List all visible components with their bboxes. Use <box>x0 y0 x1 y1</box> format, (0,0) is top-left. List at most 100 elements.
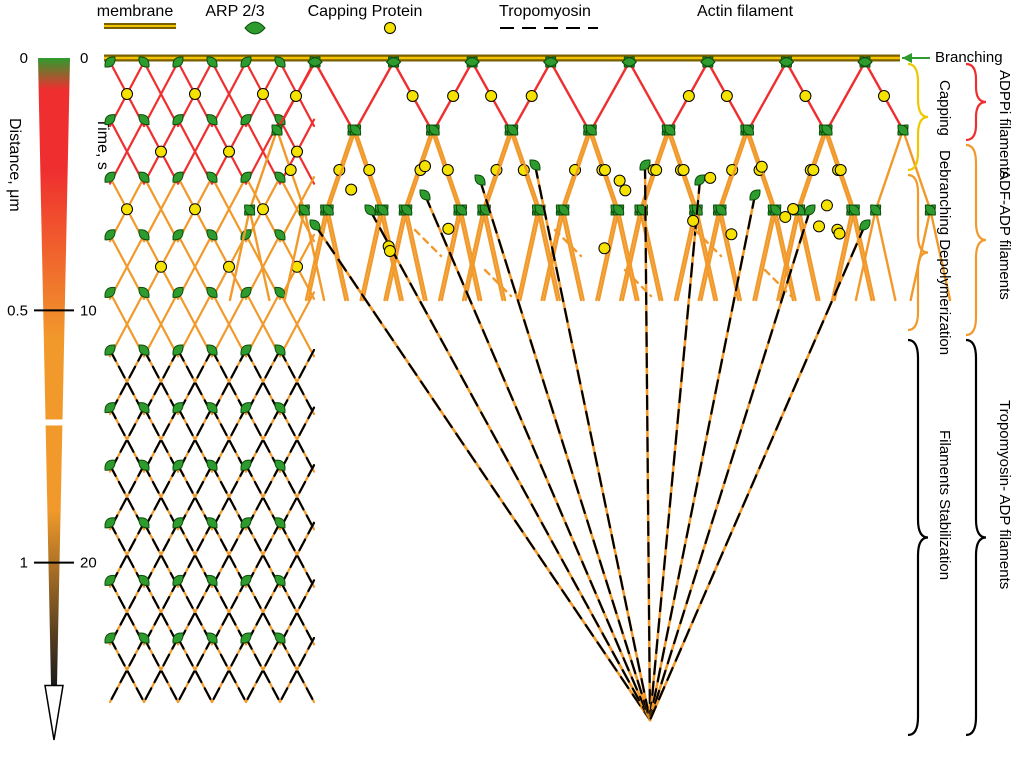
capping-icon <box>879 91 890 102</box>
legend-tropo: Tropomyosin <box>499 3 591 20</box>
capping-icon <box>292 146 303 157</box>
arp-icon <box>417 187 433 203</box>
label-stabilization: Filaments Stabilization <box>936 430 953 580</box>
capping-icon <box>291 91 302 102</box>
region-brace <box>966 145 986 335</box>
capping-icon <box>721 91 732 102</box>
filament <box>599 210 619 300</box>
capping-icon <box>678 165 689 176</box>
time-tick: 20 <box>80 555 97 572</box>
arp-icon <box>895 122 911 138</box>
capping-icon <box>385 23 396 34</box>
filament <box>551 62 589 130</box>
label-adfadp: ADF-ADP filaments <box>996 170 1013 300</box>
capping-icon <box>614 175 625 186</box>
capping-icon <box>808 165 819 176</box>
filament <box>425 195 650 720</box>
filament <box>876 210 896 300</box>
filament <box>697 210 717 300</box>
capping-icon <box>346 184 357 195</box>
filament <box>463 210 483 300</box>
label-tropoadp: Tropomyosin- ADP filaments <box>996 400 1013 589</box>
capping-icon <box>834 228 845 239</box>
capping-icon <box>651 165 662 176</box>
capping-icon <box>443 223 454 234</box>
filament <box>328 130 355 210</box>
filament <box>596 210 616 300</box>
filament <box>542 210 562 300</box>
region-brace <box>908 340 928 735</box>
capping-icon <box>835 165 846 176</box>
distance-tick: 1 <box>20 555 28 572</box>
capping-icon <box>364 165 375 176</box>
capping-icon <box>224 146 235 157</box>
region-brace <box>966 64 986 140</box>
arp-icon <box>245 22 265 34</box>
filament <box>620 210 640 300</box>
filament <box>363 210 383 300</box>
filament <box>561 210 581 300</box>
region-brace <box>966 340 986 735</box>
label-debranch: Debranching Depolymerization <box>936 150 953 355</box>
filament <box>650 225 865 720</box>
capping-icon <box>258 204 269 215</box>
capping-icon <box>526 91 537 102</box>
filament <box>404 210 424 300</box>
filament <box>518 210 538 300</box>
capping-icon <box>448 91 459 102</box>
legend-actin: Actin filament <box>697 3 794 20</box>
filament <box>721 130 748 210</box>
capping-icon <box>122 89 133 100</box>
filament <box>827 62 865 130</box>
filament <box>591 62 629 130</box>
capping-icon <box>726 229 737 240</box>
capping-icon <box>620 185 631 196</box>
capping-icon <box>419 161 430 172</box>
capping-icon <box>156 261 167 272</box>
filament <box>285 210 305 300</box>
capping-icon <box>821 200 832 211</box>
legend-membrane: membrane <box>97 3 174 20</box>
arp-icon <box>472 172 488 188</box>
capping-icon <box>486 91 497 102</box>
filament <box>415 230 441 256</box>
filament <box>407 210 427 300</box>
capping-icon <box>683 91 694 102</box>
capping-icon <box>285 165 296 176</box>
filament <box>328 210 348 300</box>
filament <box>619 210 639 300</box>
distance-tick: 0.5 <box>7 302 28 319</box>
capping-icon <box>599 165 610 176</box>
time-tick: 0 <box>80 50 88 67</box>
capping-icon <box>190 89 201 100</box>
filament <box>903 130 930 210</box>
distance-tick: 0 <box>20 50 28 67</box>
capping-icon <box>224 261 235 272</box>
capping-icon <box>800 91 811 102</box>
filament <box>699 210 719 300</box>
label-adppi: ADPPi filaments <box>996 70 1013 178</box>
scale-arrowhead <box>45 685 63 740</box>
filament <box>315 62 353 130</box>
filament <box>756 210 776 300</box>
capping-icon <box>122 204 133 215</box>
filament <box>754 210 774 300</box>
filament <box>832 210 852 300</box>
filament <box>564 130 591 210</box>
capping-icon <box>705 172 716 183</box>
capping-icon <box>190 204 201 215</box>
capping-icon <box>442 165 453 176</box>
filament <box>485 130 512 210</box>
capping-icon <box>156 146 167 157</box>
capping-icon <box>258 89 269 100</box>
time-label: Time, s <box>94 118 111 170</box>
capping-icon <box>756 161 767 172</box>
capping-icon <box>407 91 418 102</box>
capping-icon <box>788 204 799 215</box>
filament <box>695 230 721 256</box>
scale-body <box>38 58 70 685</box>
distance-label: Distance, μm <box>6 118 23 212</box>
filament <box>356 62 394 130</box>
capping-icon <box>813 221 824 232</box>
filament <box>485 270 511 296</box>
